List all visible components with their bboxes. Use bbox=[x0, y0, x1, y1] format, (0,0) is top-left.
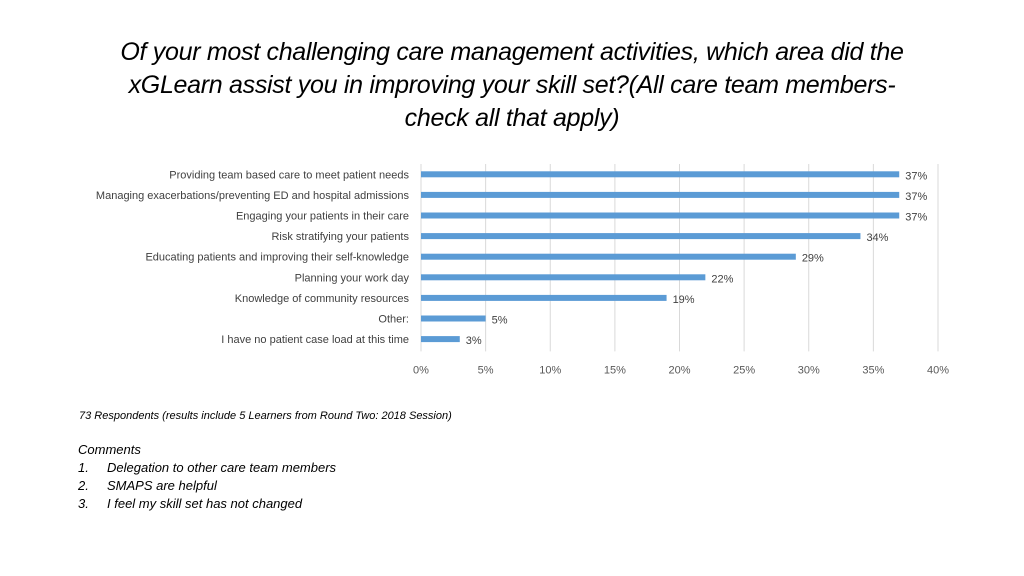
x-tick-label: 10% bbox=[539, 364, 561, 376]
category-label: Risk stratifying your patients bbox=[271, 231, 409, 243]
data-label: 37% bbox=[905, 170, 927, 182]
comment-text: Delegation to other care team members bbox=[107, 460, 337, 475]
x-tick-label: 20% bbox=[668, 364, 690, 376]
data-label: 37% bbox=[905, 191, 927, 203]
data-label: 5% bbox=[492, 315, 508, 327]
chart-title-line: xGLearn assist you in improving your ski… bbox=[128, 71, 896, 99]
bar bbox=[421, 253, 796, 260]
chart-title: Of your most challenging care management… bbox=[40, 36, 984, 135]
bar bbox=[421, 336, 460, 343]
x-tick-label: 25% bbox=[733, 364, 755, 376]
bar bbox=[421, 315, 486, 322]
category-label: I have no patient case load at this time bbox=[221, 334, 409, 346]
data-label: 19% bbox=[673, 294, 695, 306]
comment-number: 3. bbox=[78, 496, 89, 511]
comments-section: Comments 1. Delegation to other care tea… bbox=[78, 441, 336, 513]
data-label: 22% bbox=[711, 273, 733, 285]
x-tick-label: 15% bbox=[604, 364, 626, 376]
category-label: Engaging your patients in their care bbox=[236, 211, 409, 223]
x-tick-label: 30% bbox=[798, 364, 820, 376]
bar bbox=[421, 171, 900, 178]
category-label: Educating patients and improving their s… bbox=[145, 252, 409, 264]
data-label: 3% bbox=[466, 335, 482, 347]
data-label: 37% bbox=[905, 212, 927, 224]
category-label: Providing team based care to meet patien… bbox=[169, 169, 409, 181]
x-tick-label: 35% bbox=[862, 364, 884, 376]
bar-chart: 0% 5% 10% 15% 20% 25% 30% 35% 40% Providing team … bbox=[96, 164, 949, 376]
chart-title-line: Of your most challenging care management… bbox=[120, 38, 904, 66]
comments-list: 1. Delegation to other care team members… bbox=[78, 459, 336, 513]
category-label: Managing exacerbations/preventing ED and… bbox=[96, 190, 410, 202]
bar bbox=[421, 274, 706, 281]
category-label: Knowledge of community resources bbox=[235, 293, 410, 305]
bar bbox=[421, 233, 861, 240]
data-label: 29% bbox=[802, 253, 824, 265]
comment-item: 1. Delegation to other care team members bbox=[78, 459, 336, 477]
category-label: Other: bbox=[378, 314, 409, 326]
comments-heading: Comments bbox=[78, 442, 141, 457]
data-label: 34% bbox=[866, 232, 888, 244]
comment-text: I feel my skill set has not changed bbox=[107, 496, 303, 511]
bar bbox=[421, 212, 900, 219]
x-tick-label: 40% bbox=[927, 364, 949, 376]
respondents-note: 73 Respondents (results include 5 Learne… bbox=[79, 410, 452, 422]
x-tick-label: 5% bbox=[478, 364, 494, 376]
comment-item: 2. SMAPS are helpful bbox=[78, 477, 336, 495]
category-label: Planning your work day bbox=[295, 272, 410, 284]
comment-number: 2. bbox=[78, 478, 89, 493]
chart-title-line: check all that apply) bbox=[404, 104, 620, 132]
bar bbox=[421, 191, 900, 198]
comment-text: SMAPS are helpful bbox=[107, 478, 217, 493]
x-tick-label: 0% bbox=[413, 364, 429, 376]
comment-item: 3. I feel my skill set has not changed bbox=[78, 495, 336, 513]
bar bbox=[421, 294, 667, 301]
comment-number: 1. bbox=[78, 460, 89, 475]
